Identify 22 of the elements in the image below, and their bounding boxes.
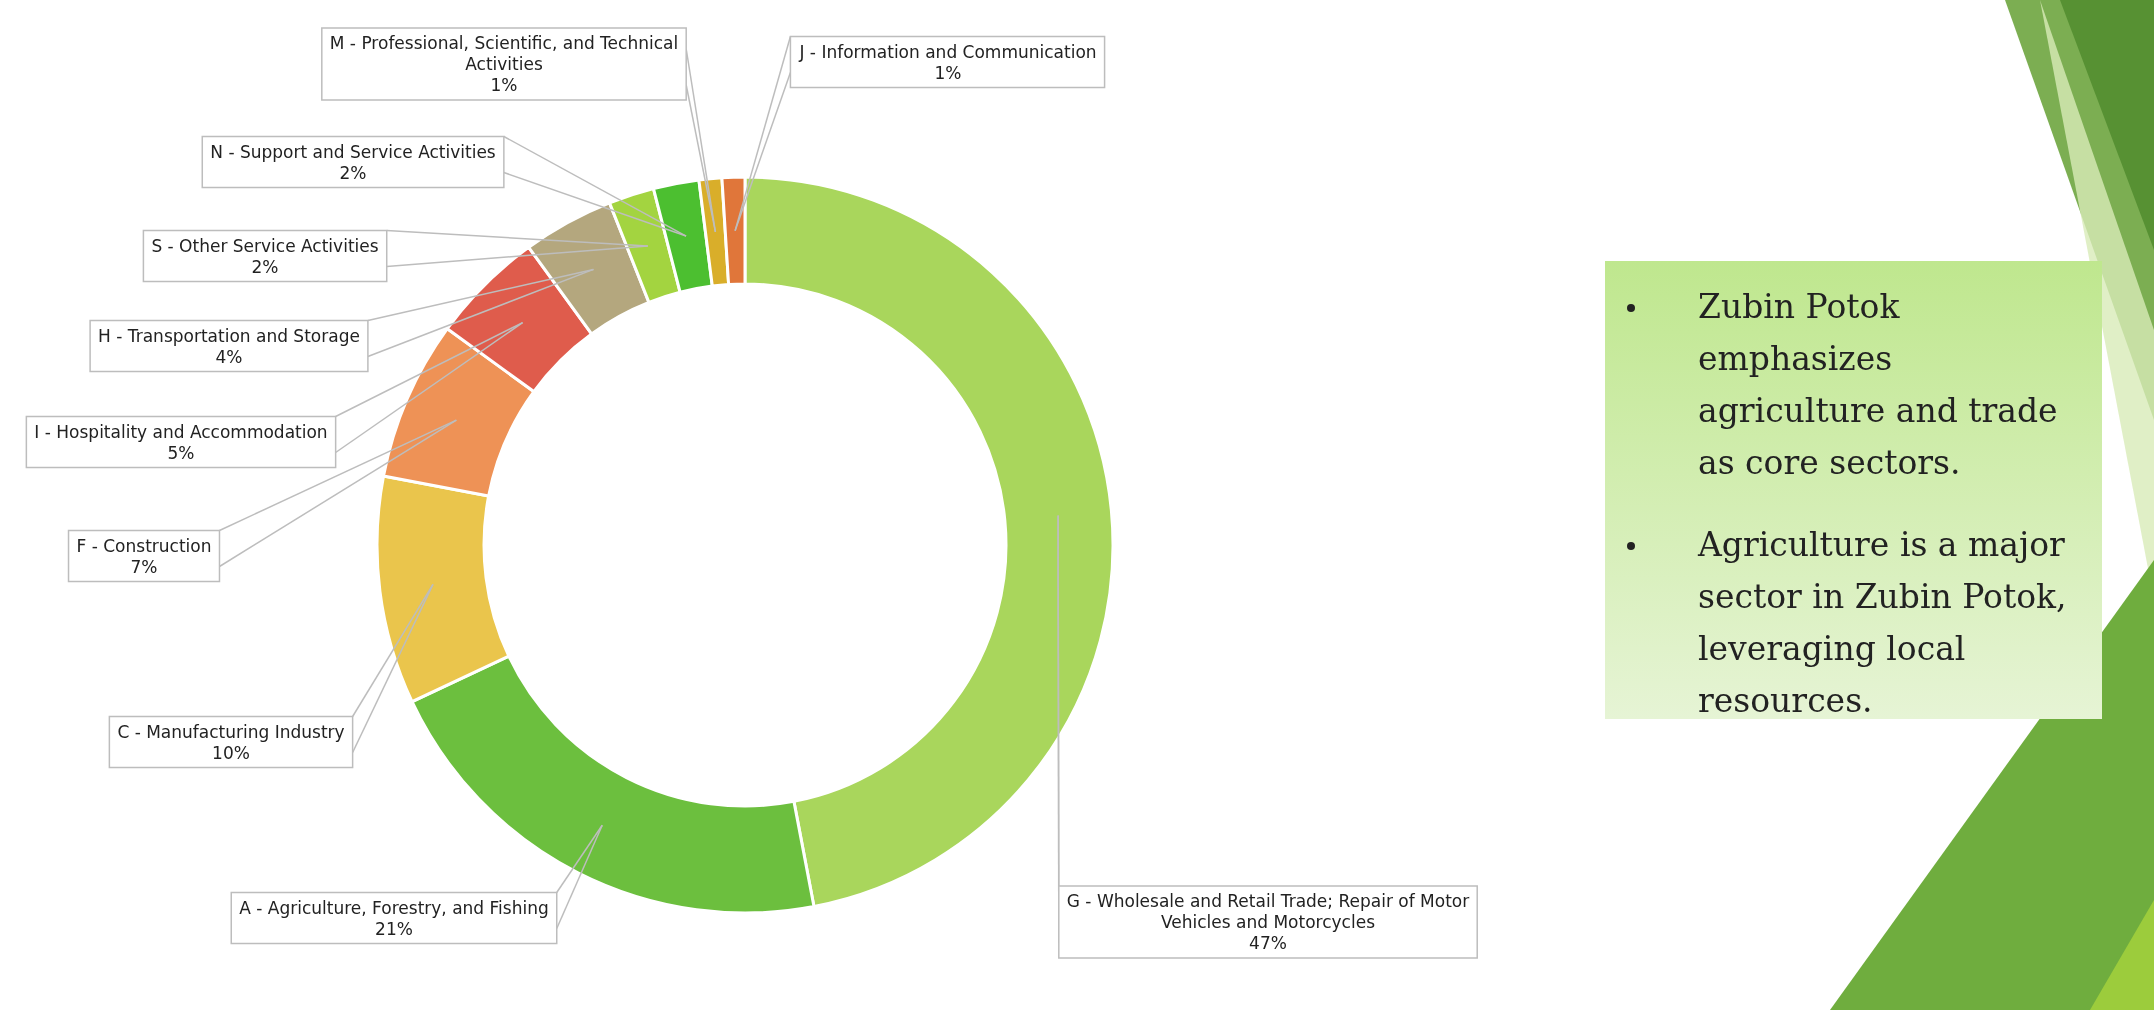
slice-label: I - Hospitality and Accommodation [34,421,328,442]
slice-label: A - Agriculture, Forestry, and Fishing [239,897,549,918]
data-label: 4% [215,346,243,367]
data-label: 2% [251,256,279,277]
slice-label: M - Professional, Scientific, and Technical Activities [329,33,679,74]
slice-label: F - Construction [76,535,212,556]
slice-label: N - Support and Service Activities [210,141,496,162]
data-label: 5% [167,442,195,463]
text: Agriculture is a major sector in Zubin Potok, leveraging local resources. [1697,525,2067,720]
data-label: 47% [1249,933,1287,953]
text: Zubin Potok emphasizes agriculture and trade as core sectors. [1698,287,2058,482]
slice-label: H - Transportation and Storage [98,325,360,346]
data-label: 2% [339,162,367,183]
slice-label: C - Manufacturing Industry [117,721,345,742]
data-label: 7% [130,556,158,577]
data-label: 1% [490,75,518,95]
data-label: 1% [934,62,962,83]
slice-label: J - Information and Communication [798,41,1097,62]
data-label: 21% [375,918,413,939]
data-label: 10% [212,742,250,763]
slice-label: S - Other Service Activities [151,235,379,256]
slice-label: G - Wholesale and Retail Trade; Repair of Motor Vehicles and Motorcycles [1066,891,1470,932]
